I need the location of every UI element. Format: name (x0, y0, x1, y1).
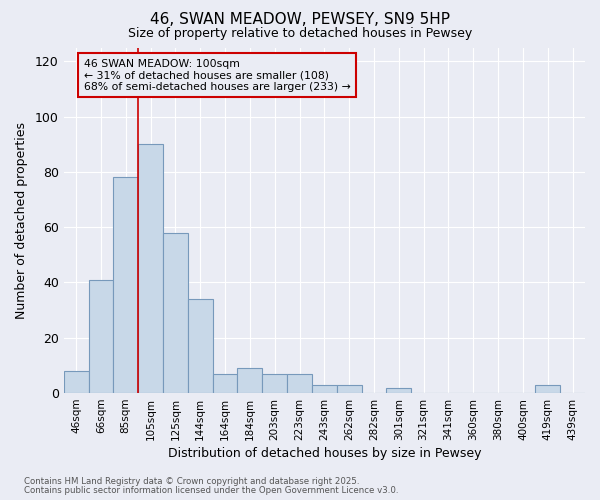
Text: 46, SWAN MEADOW, PEWSEY, SN9 5HP: 46, SWAN MEADOW, PEWSEY, SN9 5HP (150, 12, 450, 28)
Bar (535, 385, 560, 393)
Bar (113, 178, 138, 393)
Text: Contains HM Land Registry data © Crown copyright and database right 2025.: Contains HM Land Registry data © Crown c… (24, 477, 359, 486)
Bar (386, 388, 411, 393)
Bar (212, 374, 238, 393)
Bar (89, 280, 113, 393)
Bar (64, 371, 89, 393)
Bar (138, 144, 163, 393)
Text: Size of property relative to detached houses in Pewsey: Size of property relative to detached ho… (128, 28, 472, 40)
Bar (188, 299, 212, 393)
Bar (312, 385, 337, 393)
Bar (238, 368, 262, 393)
Y-axis label: Number of detached properties: Number of detached properties (15, 122, 28, 319)
X-axis label: Distribution of detached houses by size in Pewsey: Distribution of detached houses by size … (167, 447, 481, 460)
Bar (287, 374, 312, 393)
Text: 46 SWAN MEADOW: 100sqm
← 31% of detached houses are smaller (108)
68% of semi-de: 46 SWAN MEADOW: 100sqm ← 31% of detached… (83, 58, 350, 92)
Bar (262, 374, 287, 393)
Bar (337, 385, 362, 393)
Text: Contains public sector information licensed under the Open Government Licence v3: Contains public sector information licen… (24, 486, 398, 495)
Bar (163, 232, 188, 393)
